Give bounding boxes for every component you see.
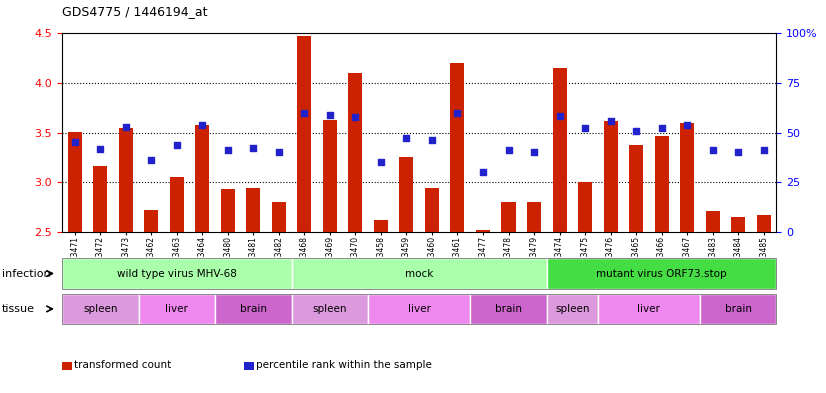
Bar [705, 211, 719, 232]
Bar [246, 188, 260, 232]
Text: percentile rank within the sample: percentile rank within the sample [256, 360, 432, 371]
Bar [731, 217, 745, 232]
Text: spleen: spleen [555, 304, 590, 314]
Point [655, 125, 668, 131]
Point [629, 127, 643, 134]
Point [502, 147, 515, 154]
Point [732, 149, 745, 156]
Point [145, 157, 158, 163]
Point [604, 118, 617, 124]
Point [349, 114, 362, 120]
Bar [195, 125, 209, 232]
Text: spleen: spleen [312, 304, 347, 314]
Point [170, 141, 183, 148]
Bar [425, 188, 439, 232]
Bar [119, 128, 133, 232]
Bar [553, 68, 567, 232]
Bar [476, 230, 490, 232]
Text: brain: brain [724, 304, 752, 314]
Point [68, 138, 81, 145]
Bar [604, 121, 618, 232]
Point [528, 149, 541, 156]
Point [578, 125, 591, 131]
Bar [93, 166, 107, 232]
Text: transformed count: transformed count [74, 360, 172, 371]
Bar [349, 73, 363, 232]
Text: brain: brain [240, 304, 267, 314]
Point [374, 159, 387, 165]
Text: GDS4775 / 1446194_at: GDS4775 / 1446194_at [62, 5, 207, 18]
Point [451, 110, 464, 116]
Text: liver: liver [408, 304, 430, 314]
Bar [629, 145, 643, 232]
Bar [450, 63, 464, 232]
Text: tissue: tissue [2, 304, 35, 314]
Point [425, 136, 439, 143]
Bar [578, 182, 592, 232]
Bar [68, 132, 82, 232]
Point [297, 110, 311, 116]
Bar [374, 220, 388, 232]
Point [706, 147, 719, 154]
Text: infection: infection [2, 268, 50, 279]
Text: wild type virus MHV-68: wild type virus MHV-68 [116, 268, 237, 279]
Bar [757, 215, 771, 232]
Text: liver: liver [638, 304, 660, 314]
Bar [323, 120, 337, 232]
Point [553, 113, 566, 119]
Text: liver: liver [165, 304, 188, 314]
Point [477, 169, 490, 175]
Text: spleen: spleen [83, 304, 117, 314]
Bar [680, 123, 694, 232]
Bar [654, 136, 668, 232]
Point [273, 149, 286, 156]
Point [93, 145, 107, 152]
Point [119, 123, 132, 130]
Text: mock: mock [405, 268, 434, 279]
Point [400, 134, 413, 141]
Bar [501, 202, 515, 232]
Bar [272, 202, 286, 232]
Bar [297, 37, 311, 232]
Text: brain: brain [495, 304, 522, 314]
Bar [221, 189, 235, 232]
Point [757, 147, 771, 154]
Text: mutant virus ORF73.stop: mutant virus ORF73.stop [596, 268, 727, 279]
Point [323, 112, 336, 118]
Point [247, 144, 260, 151]
Bar [527, 202, 541, 232]
Point [681, 121, 694, 128]
Bar [170, 177, 184, 232]
Bar [145, 210, 159, 232]
Point [221, 146, 235, 152]
Point [196, 121, 209, 128]
Bar [400, 158, 414, 232]
